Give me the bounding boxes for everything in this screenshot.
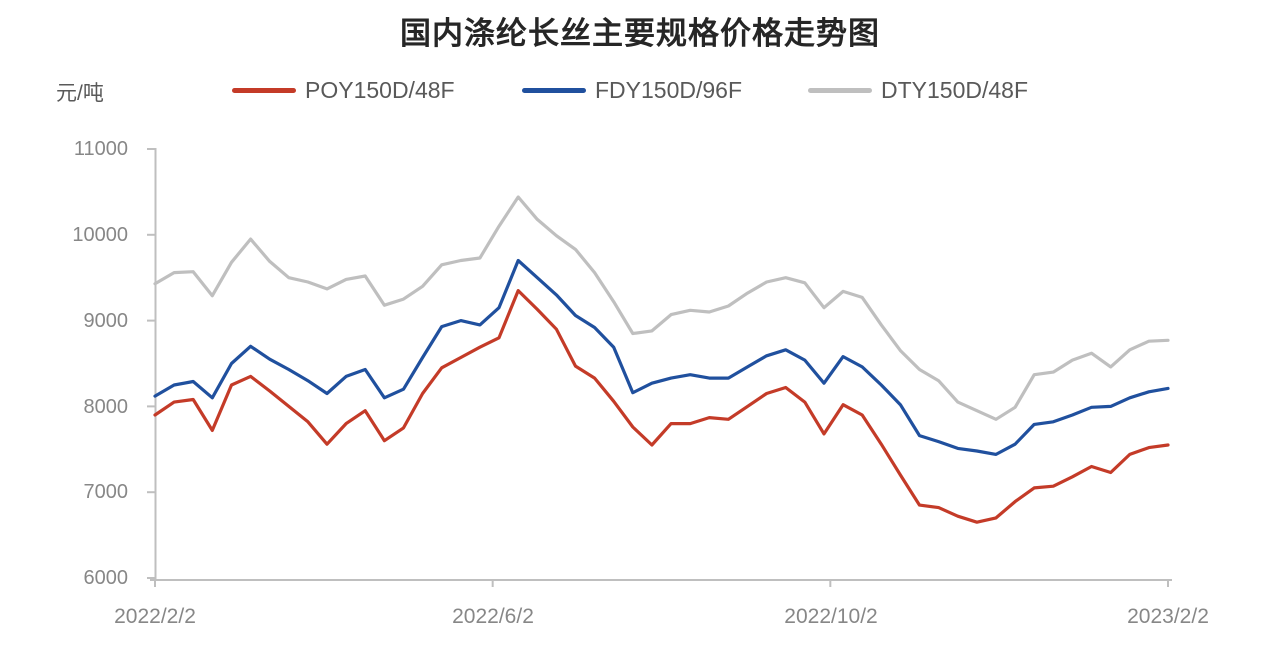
y-tick-label: 7000: [83, 481, 129, 503]
legend-label: DTY150D/48F: [881, 76, 1029, 103]
x-tick-label: 2022/6/2: [452, 605, 534, 628]
legend-label: POY150D/48F: [305, 76, 455, 103]
legend-item-fdy150d-96f: FDY150D/96F: [522, 76, 742, 104]
y-tick-label: 8000: [83, 396, 129, 418]
x-tick-label: 2022/10/2: [784, 605, 878, 628]
chart-title: 国内涤纶长丝主要规格价格走势图: [400, 16, 880, 51]
legend-line-swatch-red: [232, 87, 296, 93]
legend-item-dty150d-48f: DTY150D/48F: [808, 76, 1028, 104]
legend-label: FDY150D/96F: [595, 76, 743, 103]
legend-line-swatch-blue: [522, 87, 586, 93]
legend-item-poy150d-48f: POY150D/48F: [232, 76, 455, 104]
series-line-poy150d-48f: [153, 289, 1170, 524]
y-tick-label: 6000: [83, 567, 129, 589]
y-tick-label: 11000: [73, 138, 128, 160]
y-axis-unit-label: 元/吨: [56, 82, 104, 105]
series-line-fdy150d-96f: [153, 258, 1170, 456]
y-tick-label: 10000: [72, 224, 128, 246]
y-tick-label: 9000: [83, 310, 129, 332]
series-line-dty150d-48f: [153, 195, 1170, 421]
x-tick-label: 2023/2/2: [1127, 605, 1209, 628]
x-tick-label: 2022/2/2: [114, 605, 196, 628]
legend-line-swatch-gray: [808, 87, 872, 93]
